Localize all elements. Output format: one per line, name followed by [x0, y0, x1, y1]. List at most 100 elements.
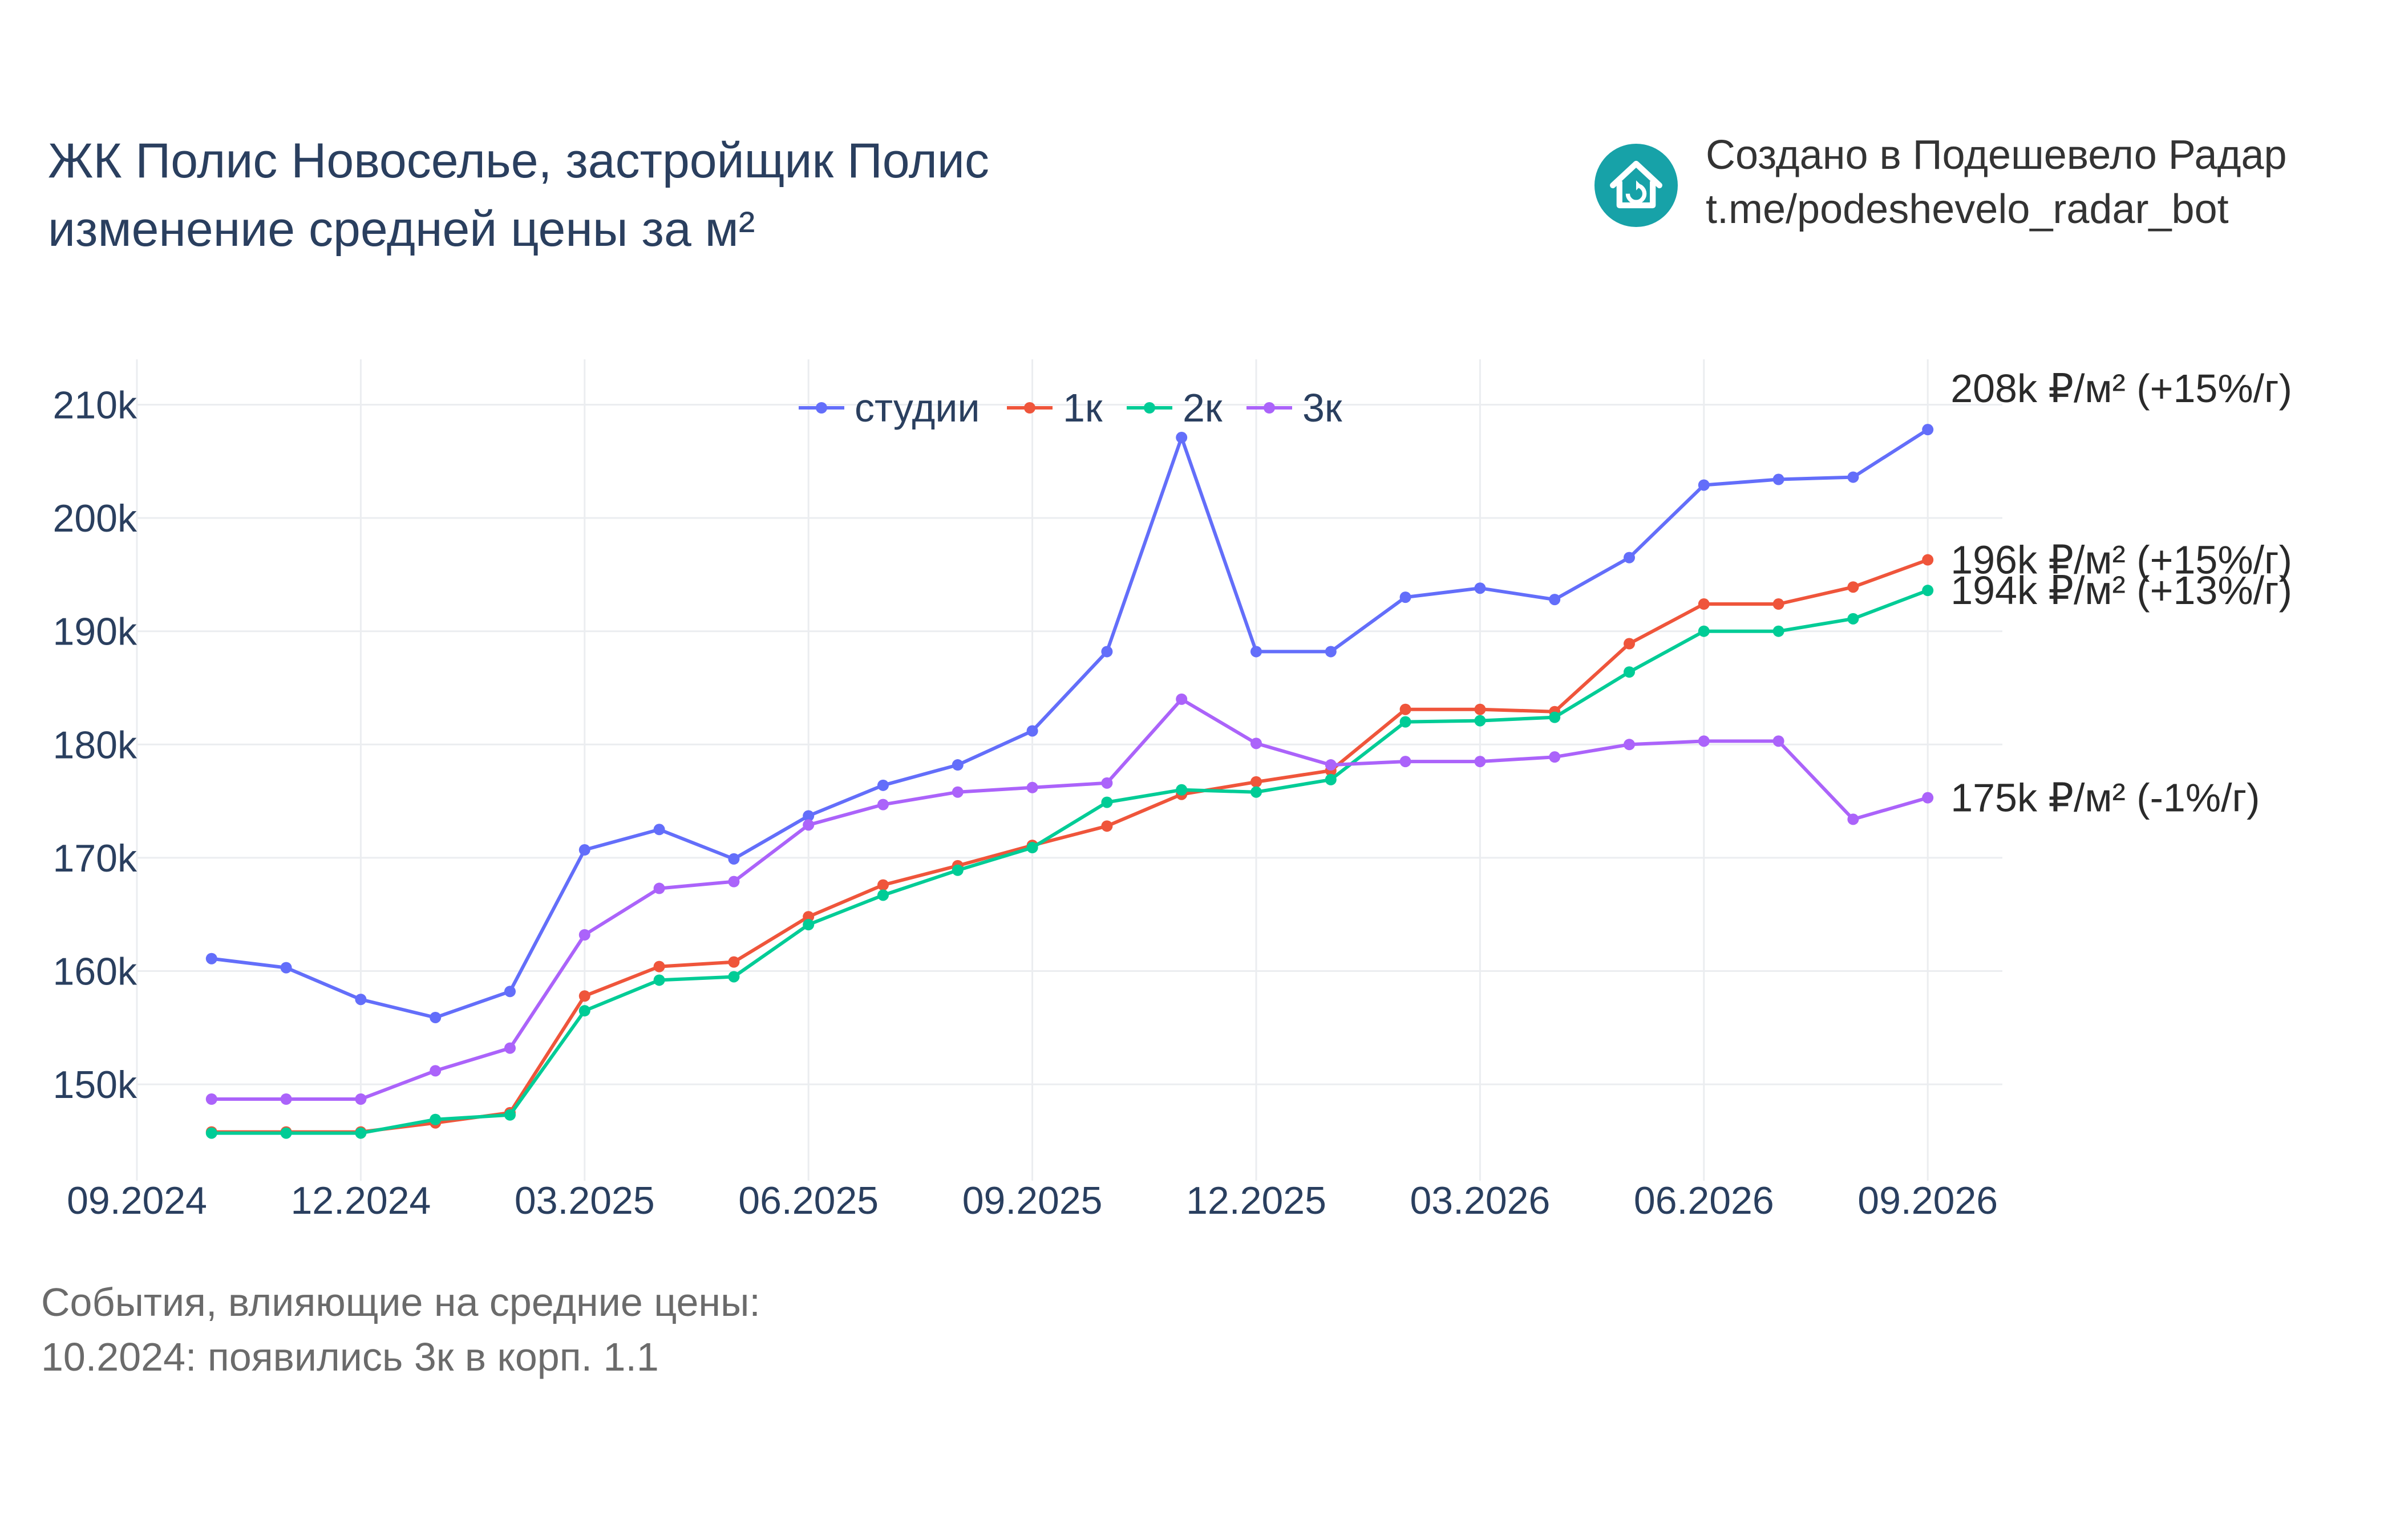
y-tick-label: 200k [53, 497, 137, 540]
data-point [1026, 842, 1038, 854]
x-tick-label: 12.2024 [290, 1179, 431, 1222]
data-point [1325, 773, 1337, 785]
data-point [952, 759, 964, 771]
data-point [1399, 703, 1411, 715]
data-point [578, 844, 590, 856]
data-point [1399, 716, 1411, 728]
data-point [1176, 432, 1188, 444]
x-tick-label: 06.2025 [738, 1179, 879, 1222]
data-point [728, 853, 740, 865]
data-point [504, 986, 516, 998]
data-point [803, 911, 815, 923]
data-point [1549, 751, 1561, 763]
data-point [653, 961, 665, 972]
y-tick-label: 160k [53, 950, 137, 994]
data-point [1101, 820, 1113, 832]
data-point [1176, 784, 1188, 796]
legend-marker [1024, 402, 1035, 414]
data-point [1325, 646, 1337, 658]
data-point [1250, 646, 1262, 658]
legend-marker [1144, 402, 1155, 414]
data-point [1922, 585, 1934, 597]
data-point [803, 919, 815, 931]
data-point [1772, 625, 1784, 637]
data-point [1772, 735, 1784, 747]
data-point [355, 994, 367, 1006]
data-point [1624, 666, 1635, 678]
data-point [1772, 473, 1784, 485]
data-point [1101, 777, 1113, 789]
y-tick-label: 150k [53, 1063, 137, 1107]
data-point [205, 1127, 217, 1139]
x-tick-label: 03.2025 [515, 1179, 655, 1222]
series [205, 424, 1934, 1139]
data-point [504, 1109, 516, 1121]
data-point [1026, 725, 1038, 737]
end-label: 196k ₽/м² (+15%/г) [1950, 538, 2292, 582]
legend-label: 1к [1063, 386, 1103, 430]
data-point [578, 1005, 590, 1017]
series-line [209, 558, 1930, 1134]
data-point [877, 799, 889, 810]
legend-item-4: 3к [1246, 386, 1342, 430]
data-point [1549, 711, 1561, 723]
data-point [952, 864, 964, 876]
series-line [209, 428, 1930, 1019]
legend-item-3: 2к [1127, 386, 1223, 430]
end-label: 175k ₽/м² (-1%/г) [1950, 776, 2260, 820]
x-tick-label: 06.2026 [1634, 1179, 1774, 1222]
data-point [1101, 796, 1113, 808]
data-point [728, 876, 740, 887]
data-point [1922, 554, 1934, 566]
events-heading: События, влияющие на средние цены: [41, 1280, 760, 1324]
data-point [1176, 693, 1188, 705]
chart-title-line1: ЖК Полис Новоселье, застройщик Полис [48, 133, 989, 188]
data-point [877, 879, 889, 891]
data-point [504, 1042, 516, 1054]
series-line [209, 589, 1930, 1135]
data-point [430, 1113, 442, 1125]
data-point [1399, 756, 1411, 768]
events-note: События, влияющие на средние цены: 10.20… [41, 1275, 760, 1384]
data-point [1474, 756, 1486, 768]
data-point [877, 889, 889, 901]
data-point [1698, 598, 1710, 610]
data-point [1399, 591, 1411, 603]
data-point [1922, 424, 1934, 436]
end-labels: 208k ₽/м² (+15%/г) 196k ₽/м² (+15%/г)194k… [1950, 366, 2292, 820]
data-point [1847, 471, 1859, 483]
x-tick-label: 09.2024 [67, 1179, 207, 1222]
series-line [209, 697, 1930, 1101]
data-point [1698, 625, 1710, 637]
end-label: 208k ₽/м² (+15%/г) [1950, 366, 2292, 411]
credit-line1: Создано в Подешевело Радар [1706, 132, 2287, 178]
data-point [1101, 646, 1113, 658]
end-label: 194k ₽/м² (+13%/г) [1950, 568, 2292, 613]
event-item: 10.2024: появились 3к в корп. 1.1 [41, 1335, 659, 1379]
data-point [1325, 759, 1337, 771]
legend-label: 2к [1183, 386, 1223, 430]
house-logo-icon [1594, 144, 1678, 227]
data-point [803, 810, 815, 822]
legend-label: 3к [1302, 386, 1342, 430]
x-tick-label: 03.2026 [1410, 1179, 1550, 1222]
data-point [1549, 594, 1561, 606]
data-point [1624, 739, 1635, 751]
data-point [728, 956, 740, 968]
legend-marker [816, 402, 827, 414]
data-point [1624, 638, 1635, 650]
data-point [728, 971, 740, 983]
data-point [1250, 776, 1262, 788]
series-4 [205, 693, 1934, 1105]
data-point [280, 1127, 292, 1139]
legend-label: студии [855, 386, 980, 430]
x-tick-label: 09.2026 [1857, 1179, 1998, 1222]
chart-title-line2: изменение средней цены за м² [48, 202, 755, 257]
credit-link[interactable]: t.me/podeshevelo_radar_bot [1706, 187, 2229, 232]
y-tick-label: 210k [53, 383, 137, 427]
data-point [1772, 598, 1784, 610]
data-point [280, 1093, 292, 1105]
data-point [877, 779, 889, 791]
data-point [1698, 479, 1710, 491]
